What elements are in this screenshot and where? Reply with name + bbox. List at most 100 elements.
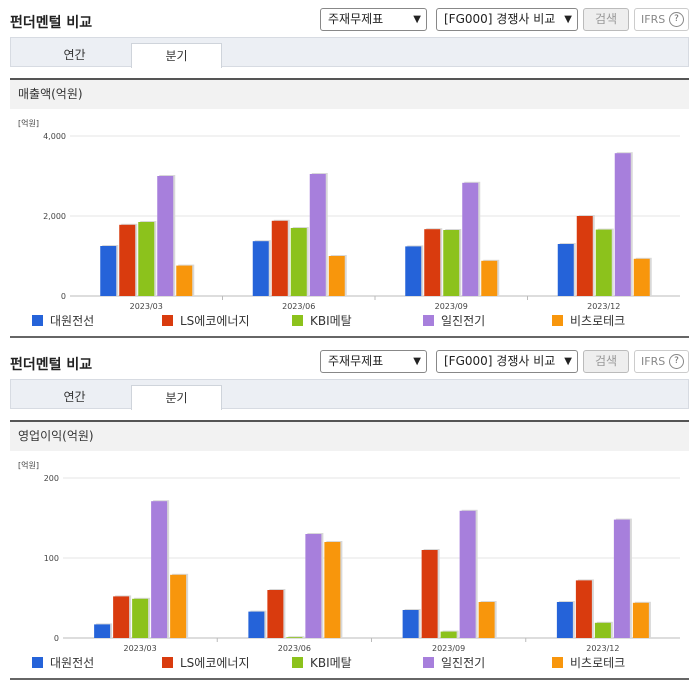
bar[interactable]: [113, 596, 130, 638]
bar[interactable]: [421, 550, 438, 638]
help-icon[interactable]: ?: [669, 12, 684, 27]
statement-select-value: 주재무제표: [328, 12, 384, 26]
compare-select-value: [FG000] 경쟁사 비교: [444, 12, 556, 26]
ifrs-button[interactable]: IFRS ?: [634, 8, 689, 31]
bar[interactable]: [613, 519, 630, 638]
bar[interactable]: [328, 256, 345, 296]
fundamental-panel-1: 펀더멘털 비교 주재무제표 ▼ [FG000] 경쟁사 비교 ▼ 검색 IFRS…: [0, 0, 696, 338]
x-tick-label: 2023/03: [130, 302, 163, 311]
search-button[interactable]: 검색: [583, 8, 629, 31]
bar[interactable]: [267, 590, 284, 638]
x-tick-label: 2023/06: [282, 302, 315, 311]
bar[interactable]: [595, 229, 612, 296]
bar[interactable]: [402, 610, 419, 638]
legend-label[interactable]: 일진전기: [441, 656, 485, 670]
compare-select-value: [FG000] 경쟁사 비교: [444, 354, 556, 368]
unit-label: [억원]: [18, 460, 39, 470]
bar[interactable]: [170, 574, 187, 638]
bar[interactable]: [556, 602, 573, 638]
bar[interactable]: [459, 510, 476, 638]
bar[interactable]: [594, 622, 611, 638]
chevron-down-icon: ▼: [413, 14, 421, 25]
bar[interactable]: [614, 153, 631, 296]
bar[interactable]: [632, 602, 649, 638]
panel-header: 펀더멘털 비교 주재무제표 ▼ [FG000] 경쟁사 비교 ▼ 검색 IFRS…: [0, 0, 696, 36]
revenue-chart: [억원] 0 2,000 4,000 2023/03 2023/06 2023/09 2023…: [18, 118, 680, 328]
x-tick-label: 2023/12: [586, 644, 619, 653]
legend-swatch: [292, 315, 303, 326]
y-tick-label: 4,000: [43, 132, 66, 141]
bar[interactable]: [633, 258, 650, 296]
bar[interactable]: [151, 501, 168, 638]
statement-select[interactable]: 주재무제표 ▼: [320, 350, 427, 373]
tab-quarterly[interactable]: 분기: [131, 43, 222, 68]
chevron-down-icon: ▼: [564, 356, 572, 367]
legend-swatch: [423, 315, 434, 326]
legend-label[interactable]: 대원전선: [50, 314, 94, 328]
chevron-down-icon: ▼: [564, 14, 572, 25]
help-icon[interactable]: ?: [669, 354, 684, 369]
search-button[interactable]: 검색: [583, 350, 629, 373]
unit-label: [억원]: [18, 118, 39, 128]
bar[interactable]: [290, 228, 307, 296]
bar[interactable]: [286, 637, 303, 638]
bar[interactable]: [575, 580, 592, 638]
bar[interactable]: [271, 220, 288, 296]
bar[interactable]: [94, 624, 111, 638]
bar[interactable]: [443, 230, 460, 296]
bar[interactable]: [309, 174, 326, 296]
x-tick-label: 2023/06: [278, 644, 311, 653]
y-tick-label: 200: [44, 474, 59, 483]
bar[interactable]: [157, 176, 174, 296]
bar[interactable]: [462, 182, 479, 296]
bar[interactable]: [176, 265, 193, 296]
x-tick-label: 2023/09: [432, 644, 465, 653]
legend-label[interactable]: KBI메탈: [310, 656, 352, 670]
bar[interactable]: [424, 229, 441, 296]
x-tick-label: 2023/12: [587, 302, 620, 311]
ifrs-button[interactable]: IFRS ?: [634, 350, 689, 373]
bar[interactable]: [132, 598, 149, 638]
bar[interactable]: [119, 224, 136, 296]
legend-swatch: [423, 657, 434, 668]
tab-quarterly[interactable]: 분기: [131, 385, 222, 410]
bar[interactable]: [305, 534, 322, 638]
bar[interactable]: [440, 631, 457, 638]
compare-select[interactable]: [FG000] 경쟁사 비교 ▼: [436, 8, 578, 31]
tab-annual[interactable]: 연간: [63, 390, 86, 404]
panel-title: 펀더멘털 비교: [10, 15, 93, 31]
bar[interactable]: [324, 542, 341, 638]
section-title: 매출액(억원): [10, 78, 689, 109]
section-title: 영업이익(억원): [10, 420, 689, 451]
legend-label[interactable]: 비츠로테크: [570, 656, 625, 670]
legend-label[interactable]: KBI메탈: [310, 314, 352, 328]
y-tick-label: 100: [44, 554, 59, 563]
legend-label[interactable]: 대원전선: [50, 656, 94, 670]
legend-label[interactable]: LS에코에너지: [180, 314, 250, 328]
panel-divider: [10, 678, 689, 680]
legend-swatch: [292, 657, 303, 668]
legend-label[interactable]: 비츠로테크: [570, 314, 625, 328]
statement-select[interactable]: 주재무제표 ▼: [320, 8, 427, 31]
bar[interactable]: [576, 216, 593, 296]
tab-annual[interactable]: 연간: [63, 48, 86, 62]
y-tick-label: 0: [61, 292, 66, 301]
legend-swatch: [552, 315, 563, 326]
bar[interactable]: [405, 246, 422, 296]
bar[interactable]: [478, 602, 495, 638]
compare-select[interactable]: [FG000] 경쟁사 비교 ▼: [436, 350, 578, 373]
bar[interactable]: [481, 260, 498, 296]
bar[interactable]: [557, 244, 574, 296]
legend-swatch: [552, 657, 563, 668]
ifrs-label: IFRS: [641, 355, 666, 368]
legend-label[interactable]: 일진전기: [441, 314, 485, 328]
operating-profit-chart: [억원] 0 100 200 2023/03 2023/06 2023/09 2023/12 대…: [18, 460, 680, 670]
x-tick-label: 2023/03: [124, 644, 157, 653]
bar[interactable]: [100, 246, 117, 296]
bar[interactable]: [138, 222, 155, 296]
bar[interactable]: [252, 241, 269, 296]
legend-swatch: [32, 657, 43, 668]
legend-swatch: [162, 315, 173, 326]
bar[interactable]: [248, 611, 265, 638]
legend-label[interactable]: LS에코에너지: [180, 656, 250, 670]
